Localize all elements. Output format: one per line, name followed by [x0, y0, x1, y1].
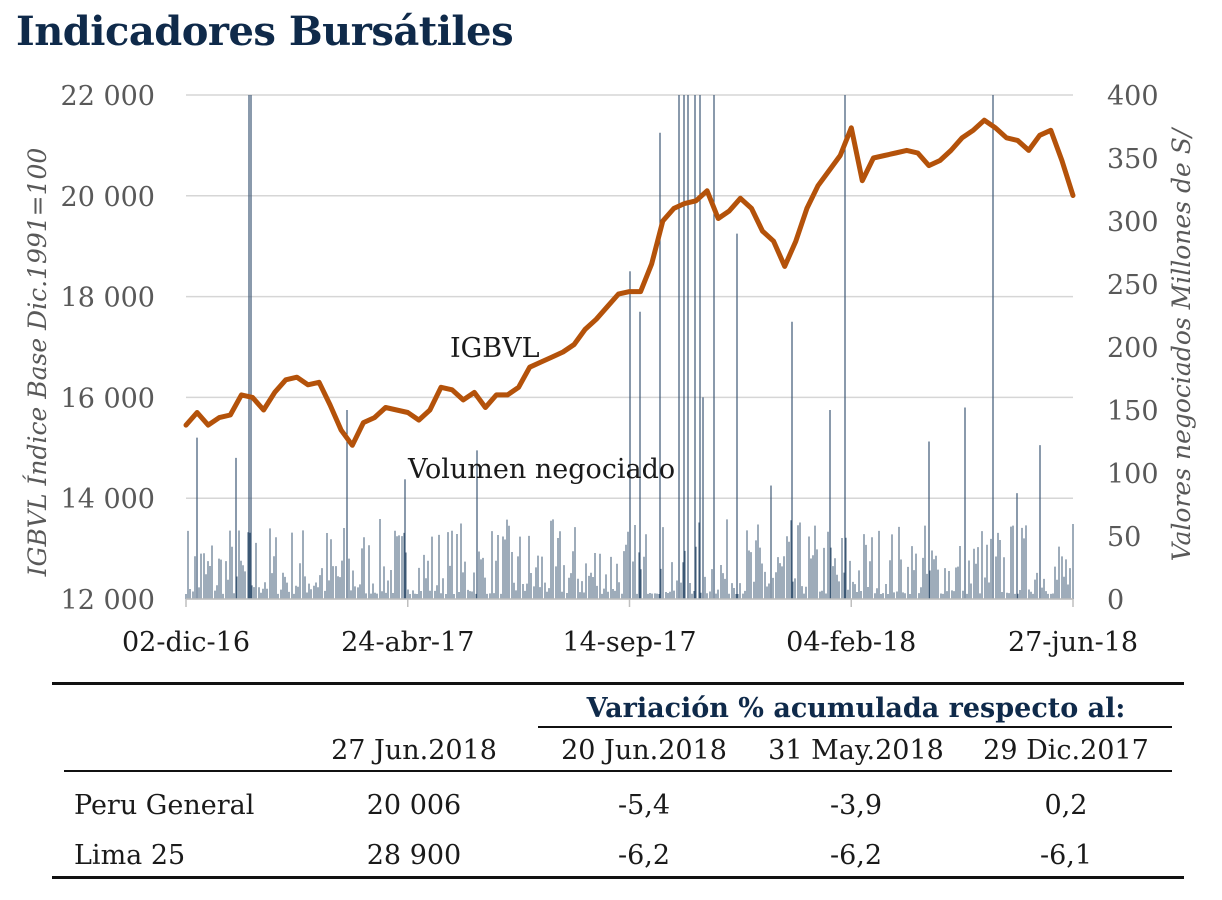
y-left-tick-label: 20 000: [61, 182, 155, 213]
volume-series: [185, 95, 1074, 599]
y-right-tick-label: 350: [1107, 144, 1159, 175]
y-right-tick-label: 100: [1107, 459, 1159, 490]
volume-annotation: Volumen negociado: [407, 454, 675, 485]
y-right-tick-label: 150: [1107, 396, 1159, 427]
table-cell: 28 900: [366, 840, 462, 871]
y-right-tick-label: 200: [1107, 333, 1159, 364]
table-cell: -5,4: [617, 790, 671, 821]
table-cell: -6,1: [1039, 840, 1093, 871]
x-tick-label: 14-sep-17: [562, 627, 696, 658]
variation-header: Variación % acumulada respecto al:: [586, 693, 1126, 724]
table-header-rule: [64, 770, 1172, 772]
table-cell: -6,2: [829, 840, 883, 871]
x-tick-label: 04-feb-18: [786, 627, 916, 658]
table-cell: -6,2: [617, 840, 671, 871]
table-cell: -3,9: [829, 790, 883, 821]
column-header: 31 May.2018: [768, 735, 944, 766]
span-header-rule: [538, 726, 1172, 728]
row-label: Lima 25: [74, 840, 186, 871]
y-left-tick-label: 14 000: [61, 484, 155, 515]
table-bottom-rule: [52, 876, 1184, 879]
y-left-tick-label: 16 000: [61, 383, 155, 414]
y-right-tick-label: 300: [1107, 207, 1159, 238]
y-left-axis-title: IGBVL Índice Base Dic.1991=100: [23, 148, 52, 578]
column-header: 29 Dic.2017: [983, 735, 1149, 766]
table-cell: 20 006: [366, 790, 462, 821]
igbvl-chart: 12 000 14 000 16 000 18 000 20 000 22 000 0 50 1…: [23, 81, 1196, 658]
y-left-tick-label: 18 000: [61, 283, 155, 314]
table-cell: 0,2: [1044, 790, 1088, 821]
y-left-tick-label: 12 000: [61, 585, 155, 616]
y-right-tick-label: 0: [1107, 585, 1124, 616]
y-right-tick-label: 250: [1107, 270, 1159, 301]
chart-axes: 12 000 14 000 16 000 18 000 20 000 22 000 0 50 1…: [61, 81, 1159, 658]
x-tick-label: 27-jun-18: [1008, 627, 1138, 658]
page-title: Indicadores Bursátiles: [16, 8, 514, 55]
column-header: 20 Jun.2018: [561, 735, 727, 766]
y-right-tick-label: 400: [1107, 81, 1159, 112]
column-header: 27 Jun.2018: [331, 735, 497, 766]
table-top-rule: [52, 682, 1184, 685]
igbvl-line: [183, 117, 1076, 448]
igbvl-series: [183, 117, 1076, 448]
x-tick-label: 02-dic-16: [122, 627, 250, 658]
igbvl-annotation: IGBVL: [450, 333, 540, 364]
y-right-tick-label: 50: [1107, 522, 1141, 553]
y-left-tick-label: 22 000: [61, 81, 155, 112]
y-right-axis-title: Valores negociados Millones de S/: [1167, 126, 1196, 561]
row-label: Peru General: [74, 790, 255, 821]
x-tick-label: 24-abr-17: [341, 627, 474, 658]
chart-labels: IGBVL Índice Base Dic.1991=100 Valores ne…: [23, 126, 1196, 577]
